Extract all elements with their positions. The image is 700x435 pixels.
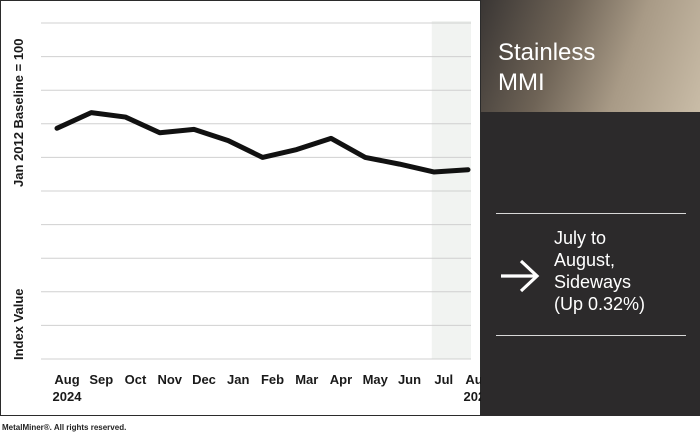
x-tick-label: Apr xyxy=(330,372,352,387)
x-tick-label: Aug xyxy=(54,372,79,387)
panel-title: Stainless MMI xyxy=(498,38,688,98)
copyright-footer: MetalMiner®. All rights reserved. xyxy=(2,423,127,432)
change-line-1: July to xyxy=(554,228,607,248)
chart-panel: Aug Sep Oct Nov Dec Jan Feb Mar Apr May Jun Jul Aug 2… xyxy=(0,0,482,416)
x-year-label: 2024 xyxy=(53,389,83,404)
x-tick-label: Nov xyxy=(157,372,182,387)
x-tick-label: Dec xyxy=(192,372,216,387)
divider-bottom xyxy=(496,335,686,336)
title-box: Stainless MMI xyxy=(481,0,700,112)
change-summary: July to August, Sideways (Up 0.32%) xyxy=(554,227,694,315)
x-tick-label: Mar xyxy=(295,372,318,387)
x-tick-label: May xyxy=(363,372,389,387)
x-tick-label: Feb xyxy=(261,372,284,387)
x-tick-label: Oct xyxy=(125,372,147,387)
x-tick-label: Jul xyxy=(434,372,453,387)
title-line-1: Stainless xyxy=(498,39,596,66)
right-arrow-icon xyxy=(501,259,540,293)
change-line-4: (Up 0.32%) xyxy=(554,294,646,314)
y-axis-label-bottom: Index Value xyxy=(11,288,26,360)
series-line xyxy=(54,110,471,175)
x-year-label: 2025 xyxy=(464,389,482,404)
change-line-3: Sideways xyxy=(554,272,632,292)
divider-top xyxy=(496,213,686,214)
x-tick-label: Jan xyxy=(227,372,249,387)
summary-panel: Stainless MMI July to August, Sideways (… xyxy=(481,0,700,416)
line-chart: Aug Sep Oct Nov Dec Jan Feb Mar Apr May Jun Jul Aug 2… xyxy=(11,21,482,404)
title-line-2: MMI xyxy=(498,69,545,96)
x-tick-label: Jun xyxy=(398,372,421,387)
y-axis-label-top: Jan 2012 Baseline = 100 xyxy=(11,38,26,187)
infographic-frame: Aug Sep Oct Nov Dec Jan Feb Mar Apr May Jun Jul Aug 2… xyxy=(0,0,700,416)
change-line-2: August, xyxy=(554,250,616,270)
x-tick-label: Aug xyxy=(465,372,482,387)
highlight-band xyxy=(431,21,471,359)
x-tick-label: Sep xyxy=(89,372,113,387)
